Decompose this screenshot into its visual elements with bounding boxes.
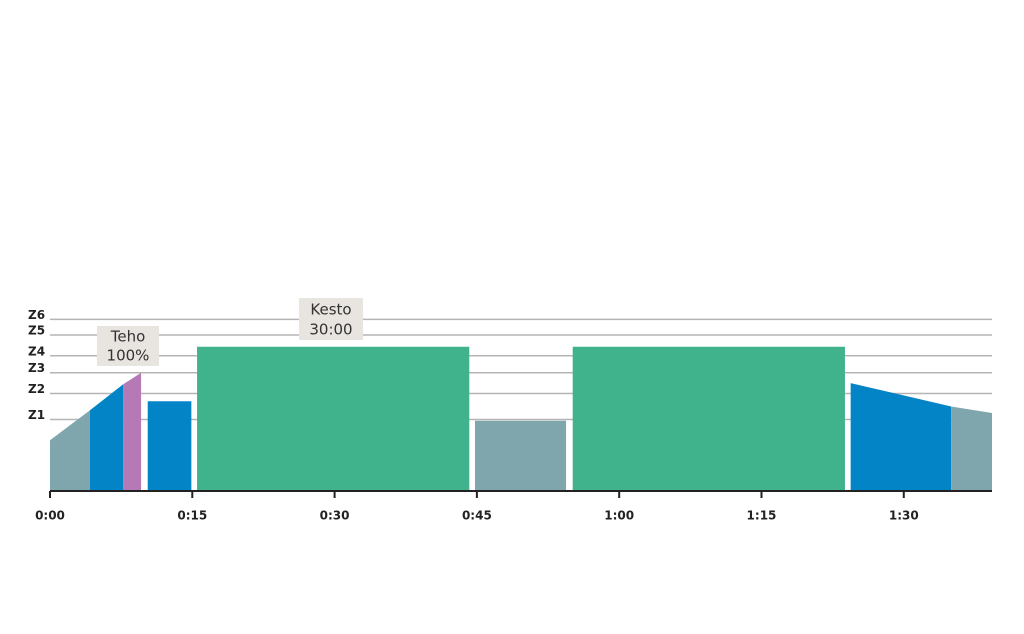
annotation-box xyxy=(299,298,363,340)
segment xyxy=(474,420,567,491)
annotation-text: 100% xyxy=(107,347,150,365)
annotation-text: Teho xyxy=(110,328,146,346)
y-tick-label: Z1 xyxy=(28,408,45,422)
y-tick-label: Z5 xyxy=(28,324,45,338)
y-tick-label: Z3 xyxy=(28,361,45,375)
annotation: Kesto 30:00 xyxy=(299,298,363,340)
segment xyxy=(850,383,952,491)
y-tick-label: Z6 xyxy=(28,308,45,322)
axes: Z1 Z2 Z3 Z4 Z5 Z6 0:00 0:15 0:30 0:45 1:00 1:15 1:30 xyxy=(28,308,992,523)
annotation-text: Kesto xyxy=(310,301,351,319)
x-tick-label: 1:30 xyxy=(889,509,919,523)
segments xyxy=(50,346,992,491)
segment xyxy=(50,410,90,491)
segment xyxy=(123,372,142,491)
y-tick-label: Z4 xyxy=(28,344,45,358)
x-tick-label: 0:30 xyxy=(320,509,350,523)
y-tick-label: Z2 xyxy=(28,382,45,396)
x-tick-label: 0:45 xyxy=(462,509,492,523)
annotation-box xyxy=(97,326,159,366)
x-tick-label: 1:15 xyxy=(747,509,777,523)
x-tick-label: 0:15 xyxy=(177,509,207,523)
x-tick-label: 1:00 xyxy=(604,509,634,523)
segment xyxy=(197,346,470,491)
annotation-text: 30:00 xyxy=(309,321,352,339)
x-tick-label: 0:00 xyxy=(35,509,65,523)
segment xyxy=(147,401,192,491)
segment xyxy=(951,406,992,491)
segment xyxy=(572,346,845,491)
segment xyxy=(89,384,124,491)
annotation: Teho 100% xyxy=(97,326,159,366)
